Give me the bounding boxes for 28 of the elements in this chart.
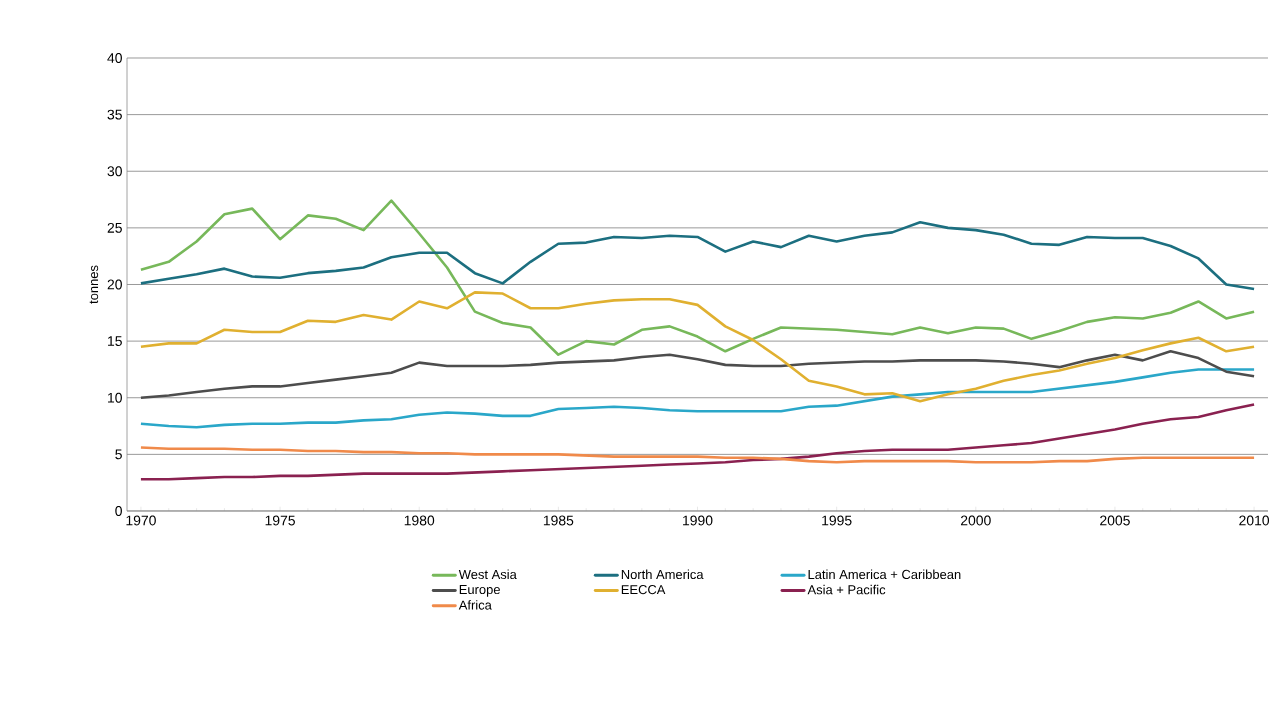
line-series <box>139 220 1256 291</box>
legend-label: EECCA <box>621 585 666 595</box>
y-tick-label: 20 <box>107 279 122 290</box>
legend-label: Africa <box>458 600 492 610</box>
y-tick-label: 10 <box>108 392 122 403</box>
x-tick-label: 2000 <box>960 515 991 526</box>
y-axis-title: tonnes <box>89 265 99 304</box>
y-tick-label: 30 <box>107 166 122 177</box>
x-tick-label: 1975 <box>265 515 295 526</box>
legend-label: North America <box>621 569 704 580</box>
x-tick-label: 2010 <box>1239 515 1270 526</box>
y-tick-label: 5 <box>115 449 122 460</box>
y-tick-label: 35 <box>107 109 122 120</box>
x-tick-label: 1995 <box>822 515 852 526</box>
y-tick-label: 0 <box>115 506 122 516</box>
x-tick-label: 1980 <box>404 515 435 526</box>
legend-label: Asia + Pacific <box>807 584 886 595</box>
y-tick-label: 15 <box>108 336 122 346</box>
legend-label: West Asia <box>458 569 517 580</box>
x-tick-label: 1970 <box>126 515 156 526</box>
legend-label: Latin America + Caribbean <box>808 569 961 580</box>
x-tick-label: 1985 <box>543 515 574 526</box>
legend-label: Europe <box>459 585 500 597</box>
line-series <box>139 291 1256 403</box>
y-tick-label: 40 <box>107 53 122 63</box>
x-tick-label: 2005 <box>1100 515 1130 526</box>
y-tick-label: 25 <box>107 222 122 233</box>
x-tick-label: 1990 <box>683 515 713 526</box>
